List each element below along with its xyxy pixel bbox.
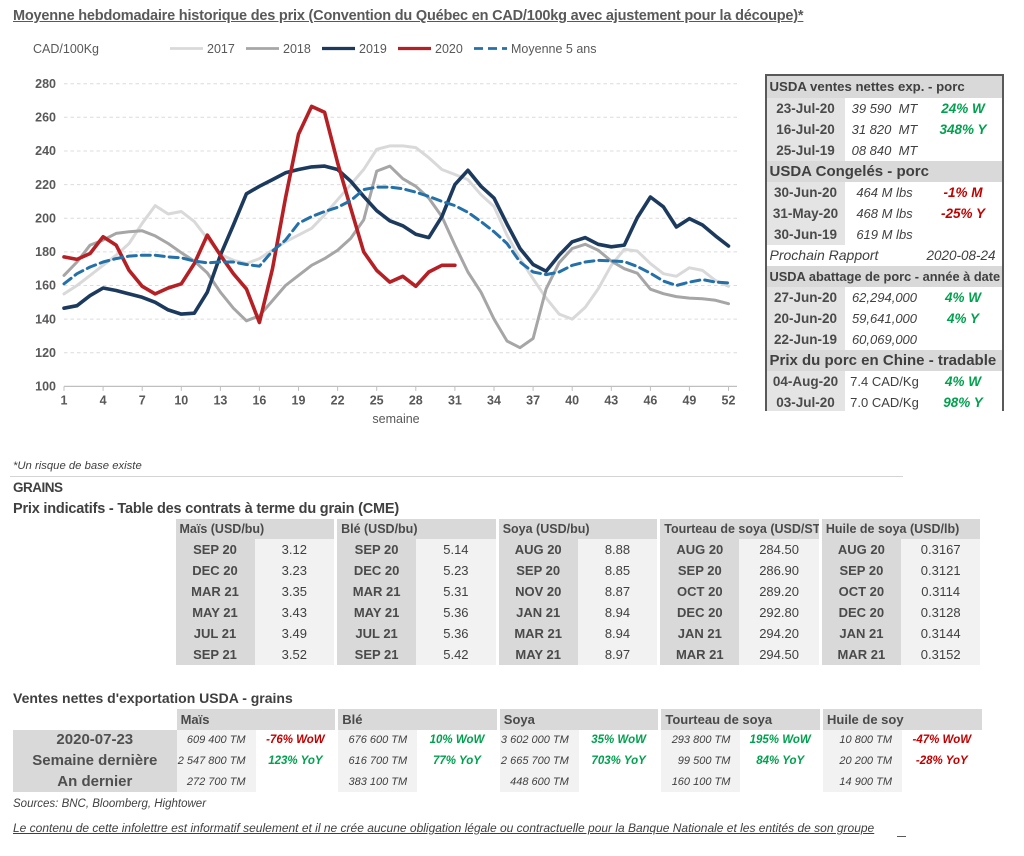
svg-text:280: 280 [35, 77, 56, 91]
svg-text:200: 200 [35, 211, 56, 225]
svg-text:2017: 2017 [207, 42, 235, 56]
svg-text:43: 43 [604, 394, 618, 408]
svg-text:Moyenne 5 ans: Moyenne 5 ans [511, 42, 596, 56]
svg-text:28: 28 [409, 394, 423, 408]
svg-text:1: 1 [61, 394, 68, 408]
svg-text:220: 220 [35, 178, 56, 192]
svg-text:49: 49 [682, 394, 696, 408]
svg-text:16: 16 [252, 394, 266, 408]
svg-text:100: 100 [35, 380, 56, 394]
svg-text:22: 22 [331, 394, 345, 408]
svg-text:240: 240 [35, 144, 56, 158]
svg-text:13: 13 [213, 394, 227, 408]
svg-text:CAD/100Kg: CAD/100Kg [33, 42, 99, 56]
svg-text:2018: 2018 [283, 42, 311, 56]
svg-text:34: 34 [487, 394, 501, 408]
svg-text:120: 120 [35, 346, 56, 360]
svg-text:40: 40 [565, 394, 579, 408]
svg-text:2020: 2020 [435, 42, 463, 56]
svg-text:4: 4 [100, 394, 107, 408]
svg-text:52: 52 [722, 394, 736, 408]
svg-text:46: 46 [643, 394, 657, 408]
svg-text:260: 260 [35, 111, 56, 125]
svg-text:140: 140 [35, 312, 56, 326]
svg-text:160: 160 [35, 279, 56, 293]
svg-text:7: 7 [139, 394, 146, 408]
svg-text:semaine: semaine [372, 412, 419, 426]
svg-text:2019: 2019 [359, 42, 387, 56]
svg-text:31: 31 [448, 394, 462, 408]
svg-text:180: 180 [35, 245, 56, 259]
svg-text:37: 37 [526, 394, 540, 408]
svg-text:25: 25 [370, 394, 384, 408]
svg-text:19: 19 [292, 394, 306, 408]
svg-text:10: 10 [174, 394, 188, 408]
